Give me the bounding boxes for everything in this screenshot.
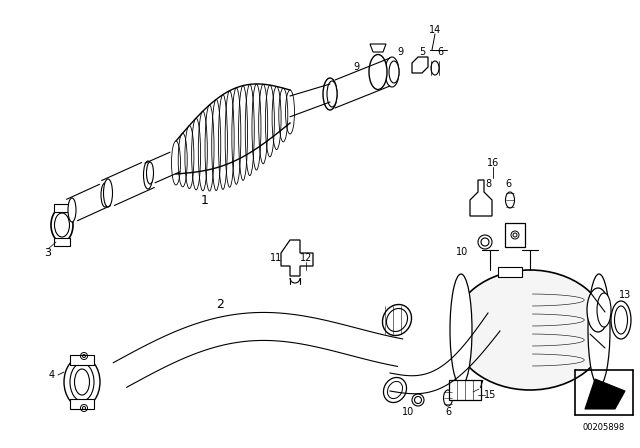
Ellipse shape (51, 208, 73, 242)
Ellipse shape (385, 57, 399, 87)
Ellipse shape (104, 179, 113, 207)
Ellipse shape (478, 235, 492, 249)
Ellipse shape (327, 81, 337, 107)
Text: 6: 6 (437, 47, 443, 57)
Text: 6: 6 (445, 407, 451, 417)
Ellipse shape (587, 288, 609, 332)
Polygon shape (54, 238, 70, 246)
Polygon shape (470, 180, 492, 216)
Ellipse shape (614, 306, 627, 334)
Ellipse shape (588, 274, 610, 386)
Text: 13: 13 (619, 290, 631, 300)
Polygon shape (449, 380, 481, 400)
Polygon shape (498, 267, 522, 277)
Text: 10: 10 (402, 407, 414, 417)
Ellipse shape (452, 270, 607, 390)
Text: 7: 7 (477, 380, 483, 390)
Polygon shape (505, 223, 525, 247)
Polygon shape (412, 57, 428, 73)
Polygon shape (70, 399, 94, 409)
Polygon shape (54, 204, 70, 212)
Ellipse shape (481, 238, 489, 246)
Ellipse shape (323, 78, 337, 110)
Text: 1: 1 (201, 194, 209, 207)
Ellipse shape (611, 301, 631, 339)
Text: 5: 5 (419, 47, 425, 57)
Text: 4: 4 (49, 370, 55, 380)
Ellipse shape (74, 369, 90, 395)
Polygon shape (70, 355, 94, 365)
Ellipse shape (415, 396, 422, 404)
Ellipse shape (101, 183, 109, 207)
Ellipse shape (597, 293, 611, 327)
Text: 9: 9 (353, 62, 359, 72)
Text: 10: 10 (456, 247, 468, 257)
Text: 8: 8 (485, 179, 491, 189)
Ellipse shape (147, 162, 154, 184)
Ellipse shape (383, 305, 412, 336)
Text: 15: 15 (484, 390, 496, 400)
Ellipse shape (431, 61, 439, 75)
Ellipse shape (506, 192, 515, 208)
Ellipse shape (369, 55, 387, 90)
Ellipse shape (444, 390, 452, 406)
Ellipse shape (383, 378, 406, 403)
Ellipse shape (389, 61, 399, 83)
Ellipse shape (68, 198, 76, 222)
Ellipse shape (143, 161, 152, 189)
Text: 3: 3 (45, 248, 51, 258)
Text: 11: 11 (270, 253, 282, 263)
Ellipse shape (387, 381, 403, 399)
Ellipse shape (70, 363, 94, 401)
Text: 12: 12 (300, 253, 312, 263)
Ellipse shape (54, 213, 70, 237)
Ellipse shape (450, 274, 472, 386)
Text: 6: 6 (505, 179, 511, 189)
Polygon shape (370, 44, 386, 52)
Text: 00205898: 00205898 (583, 422, 625, 431)
Text: 2: 2 (216, 298, 224, 311)
Polygon shape (281, 240, 313, 276)
Ellipse shape (412, 394, 424, 406)
Ellipse shape (64, 357, 100, 407)
Ellipse shape (387, 309, 408, 332)
Text: 14: 14 (429, 25, 441, 35)
Text: 9: 9 (397, 47, 403, 57)
Polygon shape (585, 379, 625, 409)
Text: 16: 16 (487, 158, 499, 168)
